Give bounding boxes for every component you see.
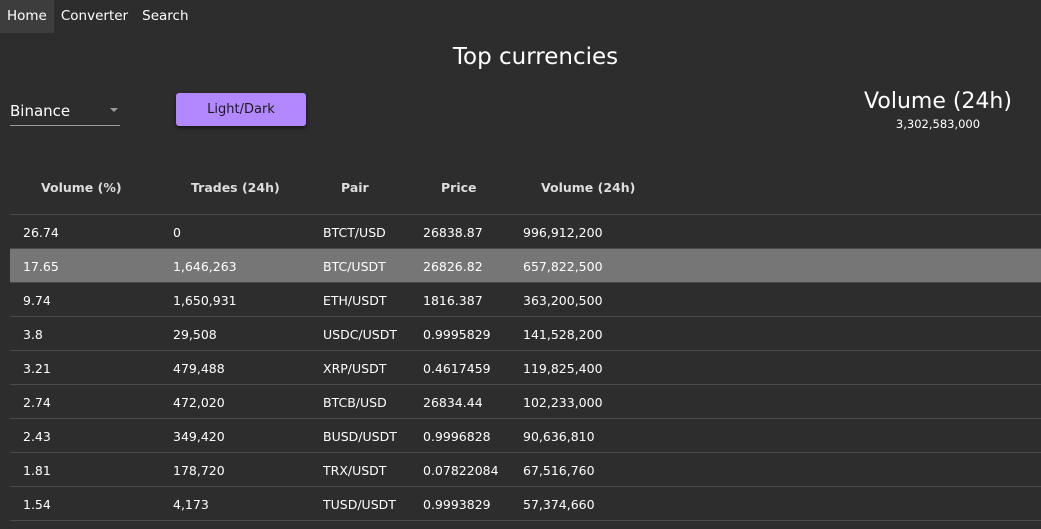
cell-pair: TRX/USDT bbox=[323, 463, 387, 478]
table-row[interactable]: 9.74 1,650,931 ETH/USDT 1816.387 363,200,500 bbox=[10, 283, 1041, 317]
cell-volume-24h: 102,233,000 bbox=[523, 395, 603, 410]
header-price[interactable]: Price bbox=[441, 180, 477, 195]
cell-volume-percent: 2.74 bbox=[23, 395, 51, 410]
cell-volume-24h: 67,516,760 bbox=[523, 463, 595, 478]
cell-pair: BUSD/USDT bbox=[323, 429, 397, 444]
cell-price: 0.9995829 bbox=[423, 327, 491, 342]
cell-trades: 349,420 bbox=[173, 429, 225, 444]
cell-price: 0.9996828 bbox=[423, 429, 491, 444]
top-nav: Home Converter Search bbox=[0, 0, 196, 33]
cell-pair: XRP/USDT bbox=[323, 361, 387, 376]
cell-volume-percent: 3.21 bbox=[23, 361, 51, 376]
cell-trades: 29,508 bbox=[173, 327, 217, 342]
cell-pair: BTCT/USD bbox=[323, 225, 386, 240]
nav-converter[interactable]: Converter bbox=[60, 8, 129, 24]
volume-summary: Volume (24h) 3,302,583,000 bbox=[838, 89, 1038, 131]
cell-volume-percent: 1.54 bbox=[23, 497, 51, 512]
table-header: Volume (%) Trades (24h) Pair Price Volum… bbox=[10, 170, 1041, 215]
table-row[interactable]: 26.74 0 BTCT/USD 26838.87 996,912,200 bbox=[10, 215, 1041, 249]
cell-volume-24h: 657,822,500 bbox=[523, 259, 603, 274]
table-row[interactable]: 1.54 4,173 TUSD/USDT 0.9993829 57,374,660 bbox=[10, 487, 1041, 521]
table-row[interactable]: 3.21 479,488 XRP/USDT 0.4617459 119,825,400 bbox=[10, 351, 1041, 385]
cell-price: 26838.87 bbox=[423, 225, 483, 240]
table-row[interactable]: 1.81 178,720 TRX/USDT 0.07822084 67,516,760 bbox=[10, 453, 1041, 487]
cell-volume-percent: 3.8 bbox=[23, 327, 43, 342]
header-pair[interactable]: Pair bbox=[341, 180, 369, 195]
header-volume-24h[interactable]: Volume (24h) bbox=[541, 180, 636, 195]
cell-price: 26826.82 bbox=[423, 259, 483, 274]
cell-volume-24h: 141,528,200 bbox=[523, 327, 603, 342]
cell-volume-24h: 363,200,500 bbox=[523, 293, 603, 308]
cell-pair: ETH/USDT bbox=[323, 293, 387, 308]
volume-summary-title: Volume (24h) bbox=[864, 89, 1012, 114]
cell-pair: BTC/USDT bbox=[323, 259, 386, 274]
cell-price: 26834.44 bbox=[423, 395, 483, 410]
light-dark-toggle-button[interactable]: Light/Dark bbox=[176, 93, 306, 126]
cell-volume-percent: 9.74 bbox=[23, 293, 51, 308]
table-row[interactable]: 2.43 349,420 BUSD/USDT 0.9996828 90,636,810 bbox=[10, 419, 1041, 453]
cell-trades: 1,646,263 bbox=[173, 259, 237, 274]
nav-search[interactable]: Search bbox=[142, 8, 189, 24]
header-volume-percent[interactable]: Volume (%) bbox=[41, 180, 122, 195]
cell-price: 0.9993829 bbox=[423, 497, 491, 512]
cell-price: 0.07822084 bbox=[423, 463, 499, 478]
cell-volume-percent: 17.65 bbox=[23, 259, 59, 274]
cell-pair: TUSD/USDT bbox=[323, 497, 396, 512]
cell-volume-24h: 90,636,810 bbox=[523, 429, 595, 444]
cell-volume-percent: 1.81 bbox=[23, 463, 51, 478]
volume-summary-value: 3,302,583,000 bbox=[895, 117, 981, 131]
header-trades[interactable]: Trades (24h) bbox=[191, 180, 280, 195]
cell-volume-24h: 57,374,660 bbox=[523, 497, 595, 512]
cell-trades: 472,020 bbox=[173, 395, 225, 410]
cell-pair: USDC/USDT bbox=[323, 327, 397, 342]
cell-trades: 4,173 bbox=[173, 497, 209, 512]
cell-volume-24h: 996,912,200 bbox=[523, 225, 603, 240]
table-body: 26.74 0 BTCT/USD 26838.87 996,912,200 17.65 1,… bbox=[10, 215, 1041, 521]
exchange-select-value: Binance bbox=[10, 102, 71, 120]
table-row[interactable]: 2.74 472,020 BTCB/USD 26834.44 102,233,000 bbox=[10, 385, 1041, 419]
cell-trades: 1,650,931 bbox=[173, 293, 237, 308]
cell-price: 1816.387 bbox=[423, 293, 483, 308]
nav-home[interactable]: Home bbox=[0, 0, 54, 33]
cell-volume-percent: 26.74 bbox=[23, 225, 59, 240]
cell-price: 0.4617459 bbox=[423, 361, 491, 376]
currencies-table: Volume (%) Trades (24h) Pair Price Volum… bbox=[10, 170, 1041, 521]
cell-trades: 479,488 bbox=[173, 361, 225, 376]
exchange-select[interactable]: Binance bbox=[10, 97, 120, 126]
cell-trades: 178,720 bbox=[173, 463, 225, 478]
cell-volume-24h: 119,825,400 bbox=[523, 361, 603, 376]
table-row[interactable]: 3.8 29,508 USDC/USDT 0.9995829 141,528,200 bbox=[10, 317, 1041, 351]
table-row[interactable]: 17.65 1,646,263 BTC/USDT 26826.82 657,822,50… bbox=[10, 249, 1041, 283]
cell-volume-percent: 2.43 bbox=[23, 429, 51, 444]
cell-pair: BTCB/USD bbox=[323, 395, 387, 410]
page-title: Top currencies bbox=[452, 44, 619, 70]
chevron-down-icon bbox=[110, 108, 118, 112]
cell-trades: 0 bbox=[173, 225, 181, 240]
